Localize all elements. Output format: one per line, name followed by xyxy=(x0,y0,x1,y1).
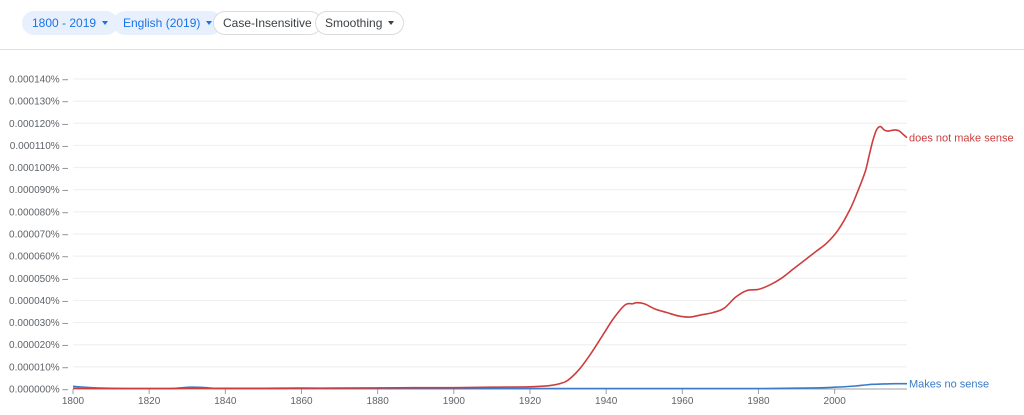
corpus-label: English (2019) xyxy=(123,16,201,30)
y-tick-label: 0.000110% – xyxy=(10,141,69,152)
x-tick-label: 1820 xyxy=(138,396,161,407)
x-tick-label: 1920 xyxy=(519,396,542,407)
x-tick-label: 1900 xyxy=(443,396,466,407)
series-label-makes-no-sense[interactable]: Makes no sense xyxy=(909,379,989,391)
smoothing-dropdown[interactable]: Smoothing xyxy=(315,11,405,35)
year-range-label: 1800 - 2019 xyxy=(32,16,97,30)
case-insensitive-toggle[interactable]: Case-Insensitive xyxy=(213,11,322,35)
y-tick-label: 0.000040% – xyxy=(9,296,68,307)
case-insensitive-label: Case-Insensitive xyxy=(223,16,312,30)
y-tick-label: 0.000140% – xyxy=(9,75,68,86)
y-tick-label: 0.000070% – xyxy=(9,230,68,241)
series-line-does-not-make-sense[interactable] xyxy=(72,125,908,390)
series-label-does-not-make-sense[interactable]: does not make sense xyxy=(909,133,1014,145)
y-tick-label: 0.000060% – xyxy=(9,252,68,263)
x-tick-label: 1800 xyxy=(62,396,85,407)
x-tick-label: 2000 xyxy=(824,396,847,407)
x-tick-label: 1880 xyxy=(367,396,390,407)
y-tick-label: 0.000030% – xyxy=(9,318,68,329)
y-tick-label: 0.000010% – xyxy=(9,362,68,373)
y-tick-label: 0.000090% – xyxy=(9,185,68,196)
chevron-down-icon xyxy=(102,20,109,25)
y-tick-label: 0.000100% – xyxy=(9,163,68,174)
chevron-down-icon xyxy=(388,20,395,25)
x-tick-label: 1860 xyxy=(290,396,313,407)
smoothing-label: Smoothing xyxy=(325,16,383,30)
y-tick-label: 0.000020% – xyxy=(9,340,68,351)
chevron-down-icon xyxy=(206,20,213,25)
y-tick-label: 0.000130% – xyxy=(9,97,68,108)
year-range-dropdown[interactable]: 1800 - 2019 xyxy=(22,11,119,35)
toolbar: 1800 - 2019 English (2019) Case-Insensit… xyxy=(0,0,1024,50)
ngram-chart: 0.000000% – 0.000010% – 0.000020% – 0.00003… xyxy=(9,75,1014,408)
x-tick-label: 1980 xyxy=(747,396,770,407)
series-labels: Makes no sense does not make sense xyxy=(909,133,1014,391)
y-tick-label: 0.000080% – xyxy=(9,207,68,218)
axes: 0.000000% – 0.000010% – 0.000020% – 0.00003… xyxy=(9,75,907,407)
y-tick-label: 0.000000% – xyxy=(9,385,68,396)
series-lines[interactable] xyxy=(72,125,908,390)
y-tick-label: 0.000120% – xyxy=(9,119,68,130)
x-tick-label: 1960 xyxy=(671,396,694,407)
grid xyxy=(73,78,907,368)
y-tick-label: 0.000050% – xyxy=(9,274,68,285)
x-tick-label: 1940 xyxy=(595,396,618,407)
x-tick-label: 1840 xyxy=(214,396,237,407)
corpus-dropdown[interactable]: English (2019) xyxy=(113,11,223,35)
